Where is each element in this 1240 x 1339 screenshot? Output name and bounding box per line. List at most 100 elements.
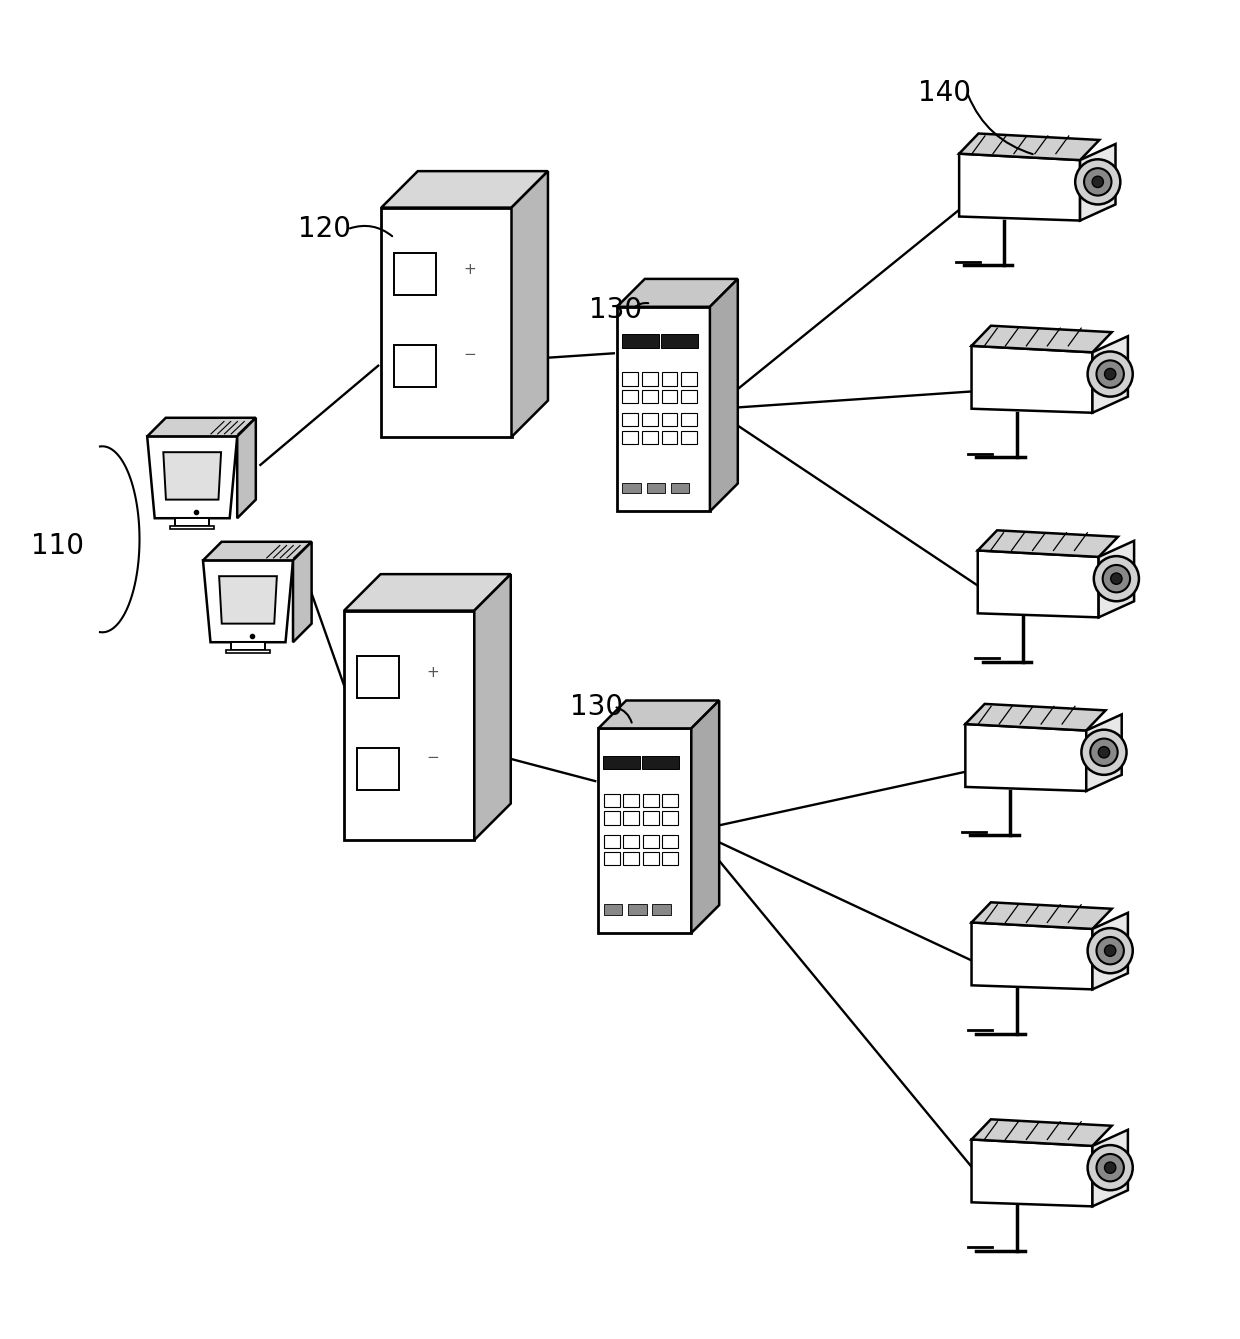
Bar: [644, 834, 658, 848]
Polygon shape: [709, 279, 738, 511]
Text: +: +: [427, 665, 439, 680]
Bar: [642, 757, 680, 770]
Circle shape: [1096, 360, 1123, 388]
Polygon shape: [1092, 1130, 1128, 1206]
Bar: [604, 852, 620, 865]
Polygon shape: [345, 574, 511, 611]
Polygon shape: [203, 561, 293, 643]
Polygon shape: [977, 550, 1099, 617]
Bar: [170, 526, 215, 529]
Polygon shape: [972, 1119, 1112, 1146]
Bar: [624, 834, 640, 848]
Text: 140: 140: [918, 79, 971, 107]
Bar: [622, 372, 639, 386]
Bar: [618, 307, 711, 511]
Bar: [662, 414, 677, 427]
Circle shape: [1096, 1154, 1123, 1181]
Bar: [662, 834, 678, 848]
Bar: [382, 208, 511, 437]
Circle shape: [1087, 1145, 1133, 1190]
Bar: [624, 794, 640, 807]
Polygon shape: [965, 704, 1106, 731]
Bar: [644, 852, 658, 865]
Bar: [662, 390, 677, 403]
Polygon shape: [618, 279, 738, 307]
Polygon shape: [474, 574, 511, 840]
Polygon shape: [511, 171, 548, 437]
Bar: [624, 852, 640, 865]
Polygon shape: [1092, 336, 1128, 412]
Bar: [671, 483, 689, 493]
Polygon shape: [1099, 541, 1135, 617]
Bar: [681, 390, 697, 403]
Circle shape: [1105, 368, 1116, 380]
Polygon shape: [164, 453, 221, 499]
Bar: [681, 431, 697, 445]
Bar: [642, 431, 658, 445]
Circle shape: [1090, 739, 1117, 766]
Circle shape: [1099, 747, 1110, 758]
Bar: [394, 253, 436, 295]
Bar: [622, 414, 639, 427]
Polygon shape: [219, 576, 277, 624]
Bar: [662, 372, 677, 386]
Polygon shape: [972, 902, 1112, 929]
Polygon shape: [148, 418, 255, 437]
Bar: [642, 372, 658, 386]
Bar: [662, 811, 678, 825]
Polygon shape: [977, 530, 1118, 557]
Polygon shape: [972, 923, 1092, 990]
Polygon shape: [1086, 715, 1122, 791]
Polygon shape: [237, 418, 255, 518]
Text: 120: 120: [298, 216, 351, 244]
Bar: [604, 904, 622, 915]
Circle shape: [1111, 573, 1122, 584]
Bar: [603, 757, 640, 770]
Polygon shape: [148, 437, 237, 518]
Bar: [357, 656, 399, 698]
Bar: [604, 811, 620, 825]
Polygon shape: [692, 700, 719, 933]
Polygon shape: [960, 134, 1100, 161]
Bar: [231, 643, 265, 649]
Circle shape: [1084, 169, 1111, 195]
Circle shape: [1094, 556, 1140, 601]
Bar: [681, 414, 697, 427]
Bar: [622, 431, 639, 445]
Bar: [661, 335, 698, 348]
Bar: [647, 483, 665, 493]
Circle shape: [1092, 177, 1104, 187]
Bar: [624, 811, 640, 825]
Bar: [642, 390, 658, 403]
Bar: [662, 431, 677, 445]
Bar: [175, 518, 210, 526]
Bar: [621, 335, 658, 348]
Circle shape: [1087, 352, 1133, 396]
Polygon shape: [965, 724, 1086, 791]
Circle shape: [1081, 730, 1126, 775]
Text: −: −: [427, 750, 439, 765]
Bar: [345, 611, 474, 840]
Text: 130: 130: [570, 692, 624, 720]
Circle shape: [1102, 565, 1130, 592]
Circle shape: [1087, 928, 1133, 973]
Bar: [357, 749, 399, 790]
Polygon shape: [972, 1139, 1092, 1206]
Bar: [652, 904, 671, 915]
Polygon shape: [293, 542, 311, 643]
Text: 110: 110: [31, 532, 84, 560]
Bar: [622, 483, 641, 493]
Polygon shape: [203, 542, 311, 561]
Polygon shape: [972, 345, 1092, 412]
Circle shape: [1105, 1162, 1116, 1173]
Bar: [599, 728, 692, 933]
Polygon shape: [599, 700, 719, 728]
Circle shape: [1075, 159, 1121, 205]
Bar: [604, 794, 620, 807]
Bar: [622, 390, 639, 403]
Bar: [662, 852, 678, 865]
Polygon shape: [960, 154, 1080, 221]
Bar: [644, 794, 658, 807]
Polygon shape: [1092, 913, 1128, 990]
Bar: [681, 372, 697, 386]
